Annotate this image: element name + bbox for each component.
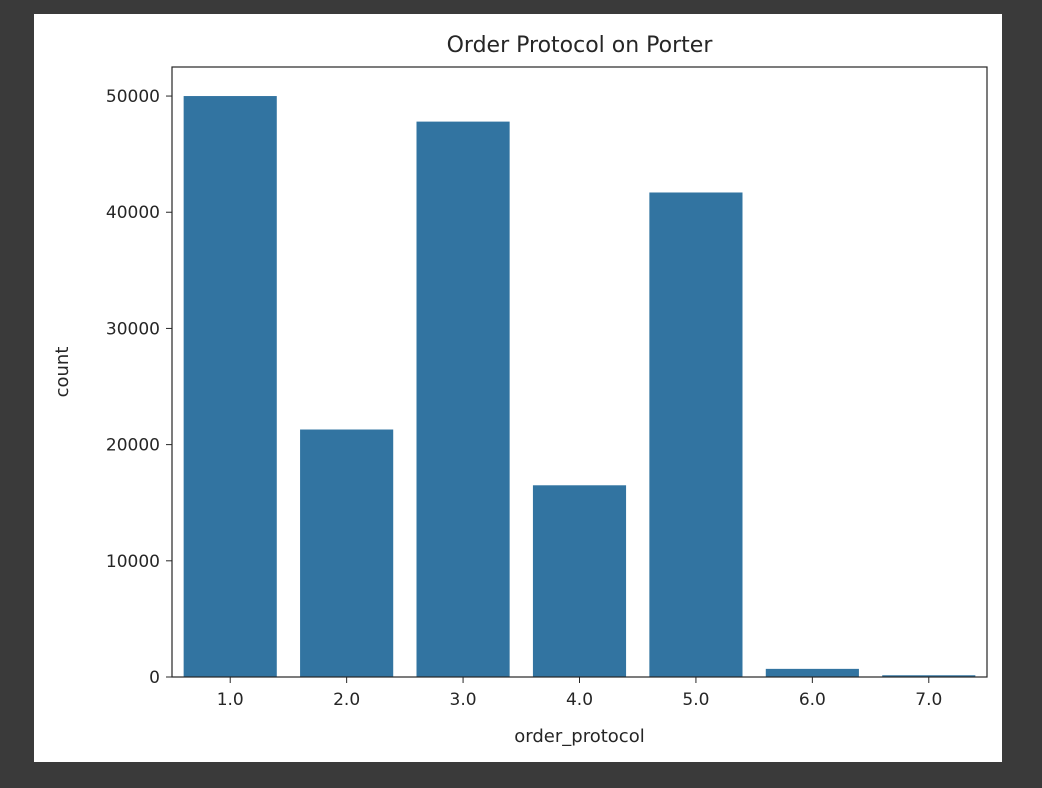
y-axis: 0 10000 20000 30000 40000 50000 (106, 87, 172, 688)
bar-3.0 (416, 121, 510, 678)
y-tick-label: 40000 (106, 203, 160, 223)
x-tick-label: 1.0 (217, 690, 244, 710)
x-tick-label: 3.0 (450, 690, 477, 710)
chart-title: Order Protocol on Porter (447, 33, 714, 58)
y-tick-label: 30000 (106, 319, 160, 339)
y-tick-label: 20000 (106, 436, 160, 456)
bars-group (183, 96, 976, 678)
x-tick-label: 7.0 (915, 690, 942, 710)
y-tick-label: 0 (149, 668, 160, 688)
x-axis: 1.0 2.0 3.0 4.0 5.0 6.0 7.0 (217, 677, 942, 710)
y-tick-label: 50000 (106, 87, 160, 107)
x-tick-label: 6.0 (799, 690, 826, 710)
x-tick-label: 4.0 (566, 690, 593, 710)
y-axis-label: count (52, 347, 73, 398)
bar-7.0 (882, 675, 976, 677)
bar-1.0 (183, 96, 277, 678)
bar-5.0 (649, 192, 743, 677)
bar-2.0 (300, 429, 394, 677)
bar-chart: Order Protocol on Porter 0 10000 20000 3000… (52, 33, 988, 747)
bar-6.0 (765, 668, 859, 677)
x-axis-label: order_protocol (514, 726, 644, 747)
chart-figure: Order Protocol on Porter 0 10000 20000 3000… (34, 14, 1002, 762)
bar-4.0 (532, 485, 627, 677)
y-tick-label: 10000 (106, 552, 160, 572)
x-tick-label: 5.0 (682, 690, 709, 710)
x-tick-label: 2.0 (333, 690, 360, 710)
